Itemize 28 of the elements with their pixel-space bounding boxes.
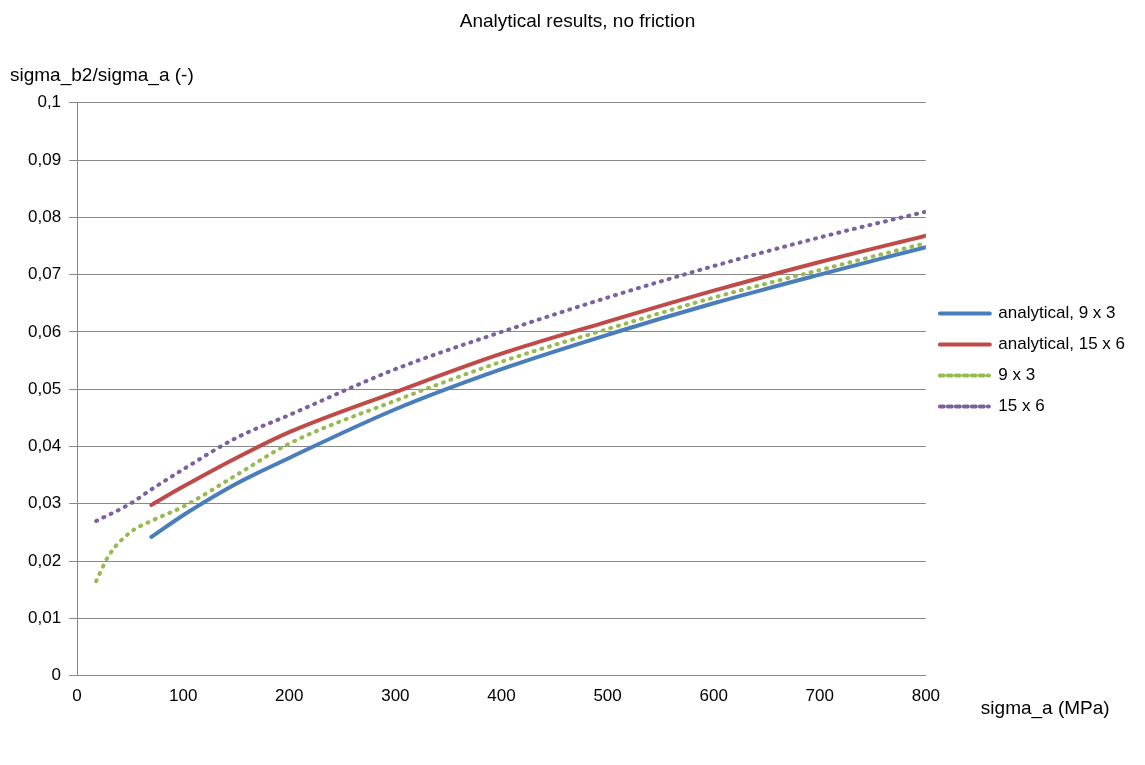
- y-tick-label: 0,1: [37, 92, 62, 112]
- y-tick-label: 0,08: [27, 207, 62, 227]
- x-tick-label: 700: [805, 686, 834, 706]
- legend-label: analytical, 9 x 3: [998, 303, 1116, 323]
- x-axis-title: sigma_a (MPa): [980, 696, 1110, 719]
- x-tick-label: 400: [487, 686, 516, 706]
- y-tick-label: 0,01: [27, 608, 62, 628]
- x-tick-label: 100: [169, 686, 198, 706]
- y-tick-label: 0,04: [27, 436, 62, 456]
- y-tick-label: 0,02: [27, 550, 62, 570]
- line-series: [94, 209, 926, 523]
- legend-label: 15 x 6: [998, 396, 1045, 416]
- y-tick-label: 0,03: [27, 493, 62, 513]
- x-tick-label: 0: [72, 686, 82, 706]
- x-tick-label: 800: [911, 686, 941, 706]
- y-tick-label: 0: [51, 665, 62, 685]
- x-tick-label: 200: [275, 686, 304, 706]
- y-tick-label: 0,07: [27, 264, 62, 284]
- y-axis-title: sigma_b2/sigma_a (-): [10, 63, 194, 86]
- legend-label: 9 x 3: [998, 365, 1036, 385]
- x-tick-label: 300: [381, 686, 410, 706]
- y-tick-label: 0,06: [27, 321, 62, 341]
- y-tick-label: 0,05: [27, 378, 62, 398]
- chart-title: Analytical results, no friction: [459, 9, 696, 31]
- x-tick-label: 500: [593, 686, 622, 706]
- x-tick-label: 600: [699, 686, 728, 706]
- y-tick-label: 0,09: [27, 149, 62, 169]
- legend-label: analytical, 15 x 6: [998, 334, 1126, 354]
